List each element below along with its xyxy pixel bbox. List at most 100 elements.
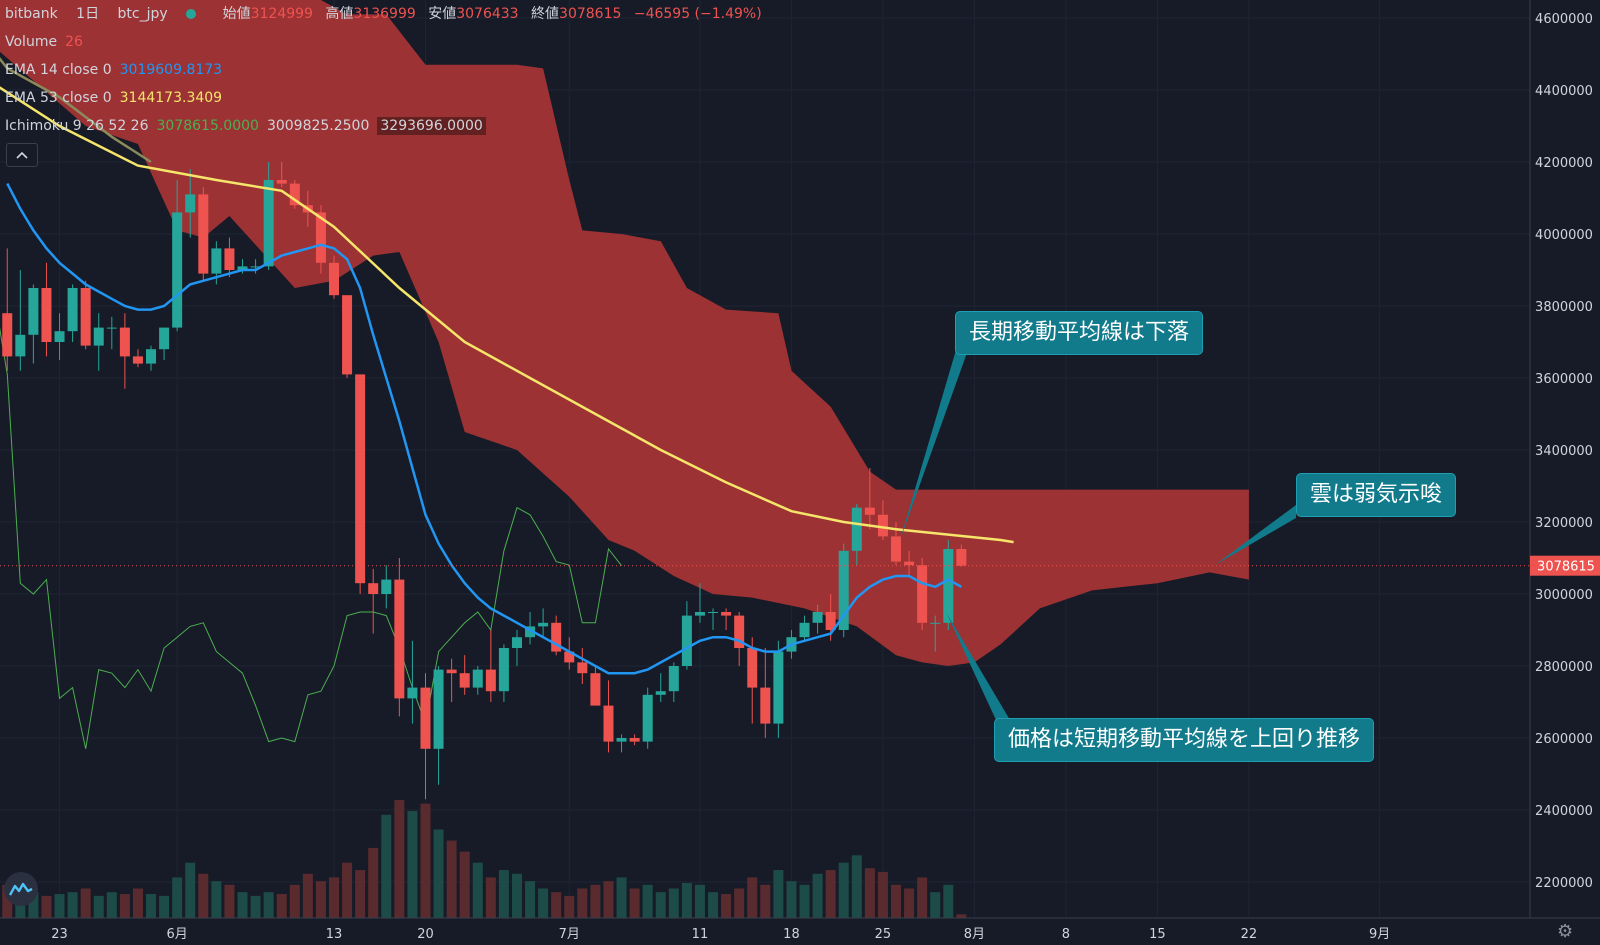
last-price-tag: 3078615	[1537, 560, 1595, 575]
candle-body	[734, 615, 745, 648]
candle-body	[877, 514, 888, 537]
candle-body	[851, 507, 862, 551]
candle-body	[211, 248, 222, 274]
pointer-long-ma	[900, 350, 968, 540]
volume-bar	[41, 895, 52, 918]
volume-bar	[799, 884, 810, 918]
volume-bar	[629, 888, 640, 918]
pointer-price	[946, 612, 1010, 720]
volume-bar	[851, 855, 862, 918]
volume-bar	[812, 873, 823, 918]
ema14-label: EMA 14 close 0	[5, 62, 112, 78]
candle-body	[511, 637, 522, 648]
volume-bar	[734, 888, 745, 918]
volume-bar	[708, 892, 719, 918]
candle-body	[420, 687, 431, 749]
volume-bar	[172, 877, 183, 918]
y-tick-label: 4200000	[1535, 156, 1593, 171]
low-label: 安値	[428, 6, 457, 22]
candle-body	[668, 666, 679, 692]
base-line	[0, 57, 152, 164]
volume-bar	[616, 877, 627, 918]
ema53-line	[0, 86, 1014, 544]
volume-bar	[407, 811, 418, 918]
ichimoku-cloud	[0, 0, 1249, 666]
chevron-up-icon	[16, 151, 28, 159]
candle-body	[237, 266, 248, 270]
candle-body	[564, 651, 575, 663]
volume-bar	[577, 888, 588, 918]
y-tick-label: 3800000	[1535, 300, 1593, 315]
candle-body	[498, 648, 509, 692]
candle-body	[747, 648, 758, 688]
y-tick-label: 3200000	[1535, 516, 1593, 531]
high-label: 高値	[325, 6, 354, 22]
volume-bar	[342, 862, 353, 918]
x-tick-label: 20	[417, 927, 434, 942]
volume-bar	[485, 877, 496, 918]
volume-bar	[2, 884, 13, 918]
candle-body	[943, 549, 954, 623]
logo-icon	[9, 882, 33, 896]
candle-body	[655, 691, 666, 695]
candle-body	[329, 262, 339, 296]
volume-bar	[773, 870, 784, 918]
open-value: 3124999	[250, 6, 313, 22]
x-tick-label: 9月	[1369, 927, 1390, 942]
candle-body	[41, 288, 52, 342]
ichimoku-value-2: 3009825.2500	[266, 118, 370, 134]
volume-bar	[538, 888, 549, 918]
ema14-legend[interactable]: EMA 14 close 0 3019609.8173	[5, 61, 230, 79]
exchange-name: bitbank	[5, 6, 58, 22]
ema14-value: 3019609.8173	[119, 62, 223, 78]
volume-bar	[302, 873, 313, 918]
volume-bar	[420, 803, 431, 918]
candle-body	[891, 536, 902, 562]
volume-bar	[368, 847, 379, 918]
low-value: 3076433	[456, 6, 519, 22]
ichimoku-legend[interactable]: Ichimoku 9 26 52 26 3078615.0000 3009825.2…	[5, 117, 494, 135]
callout-cloud: 雲は弱気示唆	[1296, 473, 1457, 517]
volume-bar	[603, 881, 614, 918]
interval-label[interactable]: 1日	[76, 6, 100, 22]
collapse-legend-button[interactable]	[6, 143, 38, 167]
y-tick-label: 3400000	[1535, 444, 1593, 459]
volume-bar	[28, 892, 39, 918]
x-tick-label: 15	[1149, 927, 1166, 942]
volume-bar	[315, 881, 326, 918]
ema53-legend[interactable]: EMA 53 close 0 3144173.3409	[5, 89, 230, 107]
callout-pointers	[900, 350, 1296, 720]
open-label: 始値	[222, 6, 251, 22]
lagging-span-line	[0, 327, 622, 749]
x-tick-label: 8月	[964, 927, 985, 942]
volume-bar	[877, 871, 888, 918]
x-tick-label: 13	[326, 927, 343, 942]
candle-body	[342, 295, 353, 375]
candle-body	[119, 327, 130, 357]
ema53-value: 3144173.3409	[119, 90, 223, 106]
candle-body	[381, 579, 392, 594]
pair-label: btc_jpy	[117, 6, 168, 22]
x-tick-label: 6月	[167, 927, 188, 942]
y-tick-label: 4600000	[1535, 12, 1593, 27]
volume-bar	[459, 851, 470, 918]
close-label: 終値	[531, 6, 560, 22]
candle-body	[904, 561, 915, 566]
candle-body	[525, 626, 536, 638]
x-tick-label: 25	[875, 927, 892, 942]
volume-bar	[119, 894, 130, 918]
volume-bar	[472, 862, 483, 918]
candle-body	[433, 669, 444, 749]
candle-body	[681, 615, 692, 666]
candle-body	[603, 705, 614, 742]
volume-bar	[381, 814, 392, 918]
settings-gear-icon[interactable]: ⚙	[1557, 921, 1574, 942]
y-tick-label: 4400000	[1535, 84, 1593, 99]
volume-bar	[446, 840, 457, 918]
tradingview-logo[interactable]	[4, 872, 38, 906]
volume-legend[interactable]: Volume 26	[5, 33, 91, 51]
volume-bar	[80, 888, 91, 918]
candle-body	[917, 565, 928, 623]
